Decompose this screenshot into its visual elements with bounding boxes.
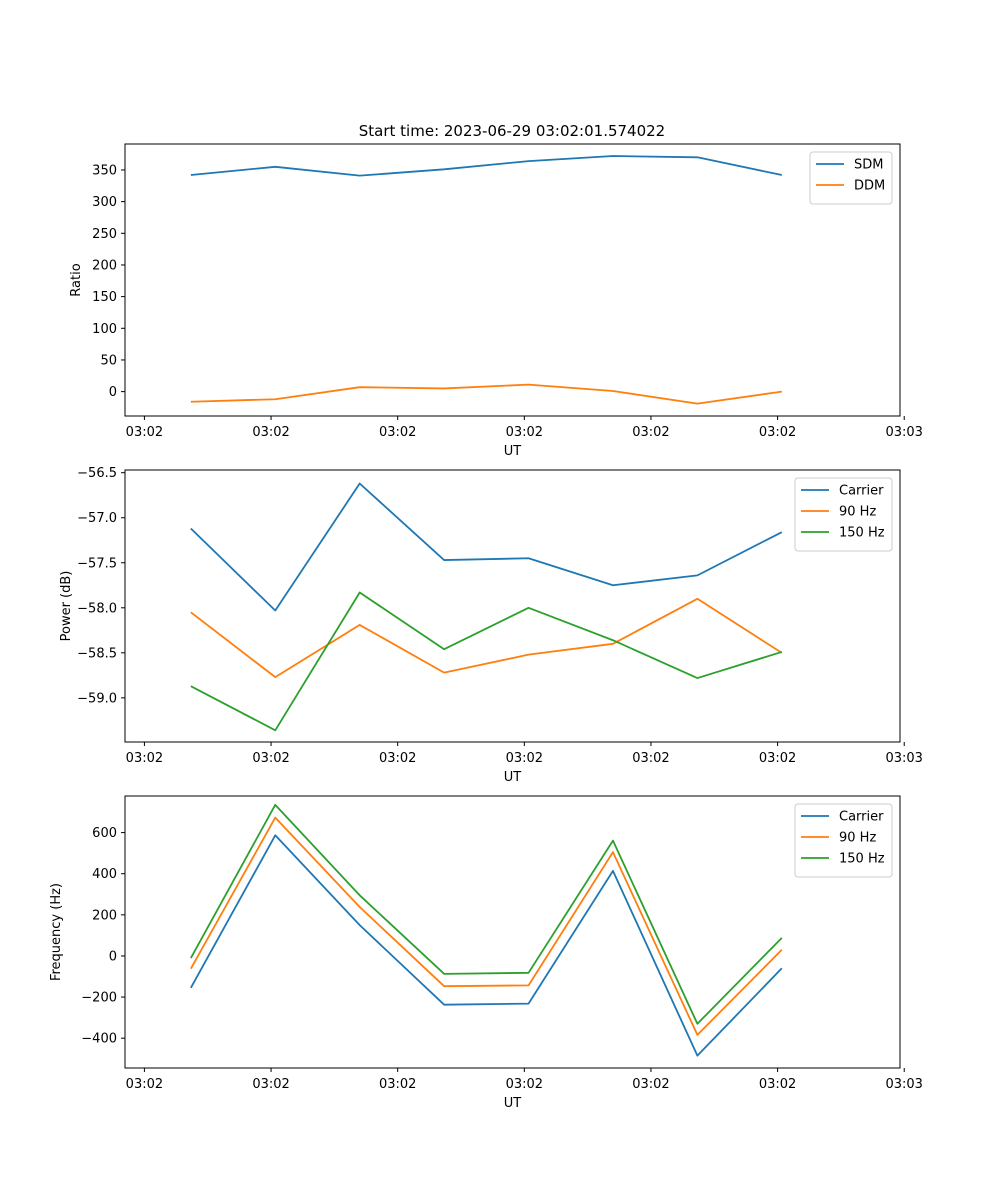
- series-line-sdm: [190, 155, 782, 177]
- x-axis-label: UT: [504, 444, 522, 459]
- y-tick-label: −57.0: [77, 511, 117, 526]
- legend-label: 150 Hz: [839, 852, 885, 867]
- x-tick-label: 03:02: [506, 425, 543, 440]
- x-tick-label: 03:02: [126, 1077, 163, 1092]
- x-tick-label: 03:02: [126, 751, 163, 766]
- x-tick-label: 03:02: [759, 425, 796, 440]
- x-tick-label: 03:02: [379, 1077, 416, 1092]
- legend-label: 150 Hz: [839, 526, 885, 541]
- y-tick-label: −400: [81, 1032, 117, 1047]
- x-axis-label: UT: [504, 1096, 522, 1111]
- x-tick-label: 03:02: [252, 1077, 289, 1092]
- legend-label: SDM: [854, 158, 883, 173]
- y-tick-label: −57.5: [77, 556, 117, 571]
- charts-container: 03:02 03:02 03:02 03:02 03:02 03:02 03:03 0 50 10…: [49, 143, 923, 1111]
- plot-frame: [124, 469, 901, 743]
- x-axis-label: UT: [504, 770, 522, 785]
- legend-box: [809, 151, 893, 205]
- legend-label: DDM: [854, 179, 885, 194]
- legend-label: Carrier: [839, 810, 884, 825]
- x-tick-label: 03:03: [885, 425, 922, 440]
- x-tick-label: 03:02: [506, 751, 543, 766]
- legend-label: Carrier: [839, 484, 884, 499]
- y-tick-label: −56.5: [77, 466, 117, 481]
- chart-1: 03:02 03:02 03:02 03:02 03:02 03:02 03:03 0 50 10…: [69, 143, 923, 459]
- y-axis-label: Power (dB): [59, 571, 74, 642]
- y-tick-label: −200: [81, 991, 117, 1006]
- y-tick-label: 350: [92, 163, 117, 178]
- y-axis-label: Ratio: [69, 263, 84, 296]
- legend: Carrier 90 Hz 150 Hz: [794, 803, 893, 878]
- legend-label: 90 Hz: [839, 505, 876, 520]
- chart-3: 03:02 03:02 03:02 03:02 03:02 03:02 03:03 −400 −…: [49, 795, 923, 1111]
- y-axis-label: Frequency (Hz): [49, 883, 64, 981]
- legend-label: 90 Hz: [839, 831, 876, 846]
- y-tick-label: 50: [100, 353, 117, 368]
- series-line-carrier: [190, 834, 783, 1057]
- series-line-90-hz: [190, 597, 783, 679]
- y-tick-label: −58.0: [77, 601, 117, 616]
- chart-2: 03:02 03:02 03:02 03:02 03:02 03:02 03:03 −59.0…: [59, 466, 923, 785]
- legend: SDM DDM: [809, 151, 893, 205]
- y-tick-label: 300: [92, 195, 117, 210]
- series-line-150-hz: [190, 591, 783, 732]
- x-tick-label: 03:02: [379, 425, 416, 440]
- y-tick-label: −58.5: [77, 646, 117, 661]
- x-tick-label: 03:02: [759, 1077, 796, 1092]
- y-tick-label: 250: [92, 227, 117, 242]
- y-tick-label: −59.0: [77, 691, 117, 706]
- y-tick-label: 200: [92, 258, 117, 273]
- x-tick-label: 03:02: [632, 1077, 669, 1092]
- x-tick-label: 03:02: [632, 425, 669, 440]
- y-tick-label: 400: [92, 867, 117, 882]
- x-tick-label: 03:02: [506, 1077, 543, 1092]
- x-tick-label: 03:03: [885, 751, 922, 766]
- series-line-150-hz: [190, 803, 783, 1025]
- series-line-carrier: [190, 482, 783, 612]
- series-line-90-hz: [190, 816, 783, 1036]
- y-tick-label: 150: [92, 290, 117, 305]
- y-tick-label: 0: [109, 949, 117, 964]
- x-tick-label: 03:02: [759, 751, 796, 766]
- y-tick-label: 100: [92, 322, 117, 337]
- y-tick-label: 600: [92, 826, 117, 841]
- figure-title: Start time: 2023-06-29 03:02:01.574022: [359, 122, 665, 140]
- x-tick-label: 03:02: [632, 751, 669, 766]
- plot-frame: [124, 795, 901, 1069]
- y-tick-label: 200: [92, 908, 117, 923]
- x-tick-label: 03:02: [126, 425, 163, 440]
- y-tick-label: 0: [109, 385, 117, 400]
- x-tick-label: 03:03: [885, 1077, 922, 1092]
- x-tick-label: 03:02: [379, 751, 416, 766]
- x-tick-label: 03:02: [252, 751, 289, 766]
- plot-frame: [124, 143, 901, 417]
- x-tick-label: 03:02: [252, 425, 289, 440]
- legend: Carrier 90 Hz 150 Hz: [794, 477, 893, 552]
- series-line-ddm: [190, 383, 782, 405]
